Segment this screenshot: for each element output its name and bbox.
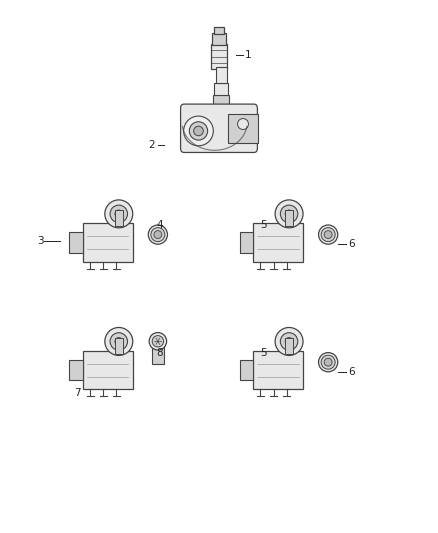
Ellipse shape [237,118,248,130]
FancyBboxPatch shape [212,33,226,45]
FancyBboxPatch shape [213,95,230,110]
Ellipse shape [194,126,203,136]
FancyBboxPatch shape [115,210,123,226]
Ellipse shape [285,210,293,218]
FancyBboxPatch shape [152,343,164,364]
Text: 4: 4 [157,220,163,230]
Text: 6: 6 [348,239,354,249]
Ellipse shape [275,327,303,356]
Text: 8: 8 [157,348,163,358]
FancyBboxPatch shape [82,223,133,262]
Ellipse shape [321,355,335,369]
Ellipse shape [324,358,332,366]
Ellipse shape [280,333,298,350]
Ellipse shape [324,231,332,239]
Ellipse shape [149,333,166,350]
FancyBboxPatch shape [214,83,228,95]
FancyBboxPatch shape [70,360,82,380]
Ellipse shape [110,333,127,350]
Text: 6: 6 [348,367,354,377]
Ellipse shape [115,210,123,218]
FancyBboxPatch shape [215,67,227,83]
Ellipse shape [152,336,163,347]
Ellipse shape [105,327,133,356]
Text: 3: 3 [37,236,43,246]
FancyBboxPatch shape [240,232,253,253]
FancyBboxPatch shape [211,44,227,69]
FancyBboxPatch shape [70,232,82,253]
Text: 5: 5 [260,220,267,230]
FancyBboxPatch shape [240,360,253,380]
Ellipse shape [318,225,338,244]
Ellipse shape [154,231,162,239]
FancyBboxPatch shape [115,338,123,354]
Ellipse shape [285,337,293,345]
FancyBboxPatch shape [285,210,293,226]
Ellipse shape [110,205,127,223]
Ellipse shape [184,116,213,146]
FancyBboxPatch shape [82,351,133,389]
Ellipse shape [105,200,133,228]
Text: 5: 5 [260,348,267,358]
Ellipse shape [115,337,123,345]
Text: 7: 7 [74,388,81,398]
FancyBboxPatch shape [253,351,303,389]
Ellipse shape [151,228,165,241]
Ellipse shape [275,200,303,228]
Text: 2: 2 [148,140,154,150]
Ellipse shape [321,228,335,241]
Ellipse shape [148,225,167,244]
FancyBboxPatch shape [214,27,224,34]
Text: 1: 1 [245,50,252,60]
FancyBboxPatch shape [228,114,258,143]
Ellipse shape [280,205,298,223]
FancyBboxPatch shape [285,338,293,354]
Ellipse shape [189,122,208,140]
Ellipse shape [318,352,338,372]
FancyBboxPatch shape [253,223,303,262]
FancyBboxPatch shape [180,104,258,152]
